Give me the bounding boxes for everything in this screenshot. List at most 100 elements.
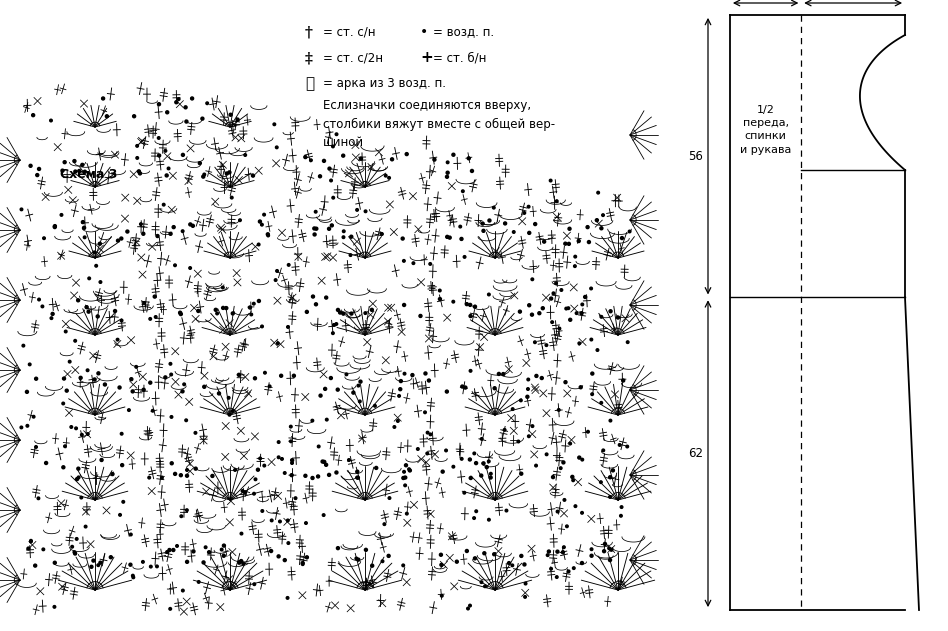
Circle shape [166,111,169,114]
Circle shape [335,322,337,326]
Circle shape [177,98,180,100]
Circle shape [399,387,402,391]
Circle shape [523,211,525,215]
Circle shape [26,391,28,393]
Circle shape [359,380,362,383]
Circle shape [564,242,567,245]
Circle shape [154,295,156,298]
Circle shape [136,156,138,159]
Circle shape [446,175,448,179]
Circle shape [36,174,39,177]
Circle shape [523,563,526,566]
Circle shape [254,478,257,481]
Circle shape [128,409,130,411]
Circle shape [290,440,292,442]
Circle shape [291,459,294,462]
Circle shape [427,432,428,434]
Circle shape [130,378,133,380]
Circle shape [152,410,154,412]
Circle shape [231,410,234,412]
Circle shape [131,390,135,393]
Circle shape [393,426,395,428]
Circle shape [342,230,345,233]
Circle shape [287,264,290,266]
Circle shape [401,237,404,240]
Circle shape [501,372,504,375]
Circle shape [277,342,279,345]
Circle shape [206,102,209,105]
Circle shape [464,386,466,389]
Circle shape [328,167,331,170]
Circle shape [574,505,576,507]
Circle shape [197,309,200,312]
Circle shape [273,123,276,126]
Circle shape [555,282,557,285]
Circle shape [148,476,151,479]
Circle shape [64,445,66,447]
Circle shape [603,550,606,553]
Circle shape [257,243,260,246]
Circle shape [189,267,191,269]
Circle shape [150,565,152,568]
Circle shape [294,497,297,500]
Circle shape [359,157,362,160]
Circle shape [485,466,488,469]
Circle shape [568,227,571,230]
Circle shape [226,172,228,175]
Circle shape [475,510,478,512]
Circle shape [403,372,406,375]
Circle shape [408,468,410,471]
Circle shape [475,462,478,464]
Circle shape [571,475,574,478]
Circle shape [167,167,170,170]
Circle shape [566,525,568,528]
Circle shape [404,484,407,487]
Circle shape [83,236,86,239]
Circle shape [493,206,495,209]
Circle shape [383,523,386,526]
Circle shape [540,377,543,379]
Circle shape [85,305,88,309]
Circle shape [578,342,580,345]
Circle shape [574,256,576,258]
Circle shape [53,606,56,608]
Circle shape [469,370,472,372]
Circle shape [322,461,326,463]
Circle shape [341,154,345,157]
Circle shape [138,172,141,175]
Text: •: • [420,25,428,39]
Text: Еслизначки соединяются вверху,: Еслизначки соединяются вверху, [323,100,531,112]
Circle shape [552,476,555,478]
Circle shape [332,196,335,199]
Circle shape [35,377,38,380]
Circle shape [173,264,176,266]
Circle shape [136,144,138,147]
Circle shape [447,161,449,163]
Circle shape [338,311,341,314]
Circle shape [567,570,570,573]
Circle shape [465,550,468,553]
Circle shape [283,472,286,475]
Circle shape [404,476,407,479]
Circle shape [528,232,531,234]
Circle shape [358,400,361,403]
Circle shape [313,233,316,236]
Circle shape [356,557,357,560]
Circle shape [111,473,114,476]
Circle shape [350,235,353,239]
Circle shape [356,558,360,561]
Circle shape [410,374,414,377]
Circle shape [291,462,293,464]
Circle shape [189,223,191,226]
Circle shape [234,469,236,471]
Circle shape [155,316,157,318]
Circle shape [535,374,538,377]
Circle shape [581,303,584,306]
Circle shape [43,237,46,240]
Circle shape [157,137,160,139]
Circle shape [78,476,80,479]
Circle shape [527,205,530,208]
Circle shape [184,106,187,109]
Circle shape [191,97,193,100]
Circle shape [155,565,158,568]
